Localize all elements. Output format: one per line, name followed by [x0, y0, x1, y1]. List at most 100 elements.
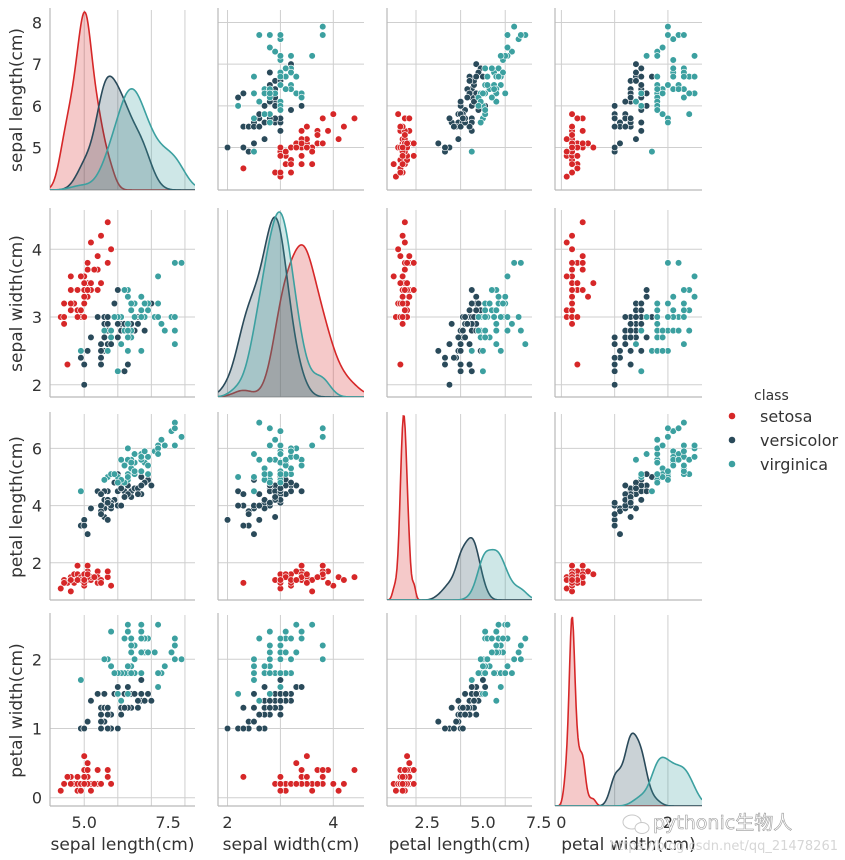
kde-fill-setosa: [218, 244, 364, 397]
point-setosa: [399, 272, 407, 281]
point-virginica: [114, 690, 122, 698]
point-setosa: [584, 293, 592, 301]
point-virginica: [517, 259, 525, 267]
point-setosa: [83, 570, 92, 578]
point-versicolor: [114, 333, 122, 341]
point-setosa: [303, 123, 311, 131]
point-virginica: [250, 487, 258, 495]
point-setosa: [276, 168, 285, 177]
point-virginica: [319, 424, 327, 432]
point-versicolor: [97, 501, 105, 510]
point-virginica: [510, 259, 518, 267]
point-setosa: [392, 173, 400, 181]
point-setosa: [63, 360, 72, 369]
point-virginica: [503, 43, 512, 52]
point-versicolor: [616, 347, 624, 355]
panel-marks: [223, 418, 359, 596]
point-virginica: [255, 456, 263, 464]
y-tick-label: 6: [32, 439, 42, 458]
point-versicolor: [621, 98, 629, 106]
point-virginica: [137, 306, 145, 314]
point-versicolor: [611, 521, 619, 530]
panel-petal-width-vs-sepal-width: 2 4 sepal width(cm): [217, 613, 364, 855]
point-versicolor: [454, 697, 462, 705]
point-setosa: [83, 259, 92, 267]
panel-marks: [387, 415, 532, 600]
point-versicolor: [463, 320, 471, 328]
kde-line-setosa: [555, 616, 702, 806]
y-axis-label: petal length(cm): [7, 436, 27, 578]
point-versicolor: [239, 89, 247, 97]
point-setosa: [568, 293, 576, 301]
point-virginica: [479, 662, 487, 670]
point-virginica: [685, 89, 693, 97]
point-setosa: [73, 576, 82, 584]
point-virginica: [643, 450, 651, 458]
point-versicolor: [114, 286, 122, 294]
point-setosa: [107, 780, 115, 788]
point-setosa: [568, 306, 576, 314]
point-virginica: [234, 473, 242, 481]
point-setosa: [573, 279, 581, 287]
point-setosa: [410, 139, 418, 147]
point-virginica: [117, 340, 125, 348]
point-versicolor: [134, 490, 142, 498]
point-versicolor: [468, 299, 476, 308]
legend: class setosa versicolor virginica: [728, 388, 838, 474]
panel-marks: [57, 621, 186, 795]
point-setosa: [60, 313, 68, 321]
point-virginica: [308, 621, 316, 629]
point-versicolor: [452, 717, 460, 726]
point-virginica: [632, 340, 640, 348]
point-virginica: [669, 293, 677, 301]
point-versicolor: [627, 347, 635, 355]
point-virginica: [669, 64, 677, 72]
point-setosa: [399, 293, 407, 301]
point-virginica: [486, 299, 494, 308]
point-virginica: [503, 621, 512, 629]
point-versicolor: [637, 306, 645, 314]
x-tick-label: 5.0: [470, 813, 495, 832]
point-setosa: [80, 576, 88, 584]
point-virginica: [287, 52, 295, 60]
kde-fill-versicolor: [555, 733, 702, 806]
point-virginica: [492, 697, 500, 705]
point-versicolor: [104, 516, 112, 524]
point-virginica: [292, 73, 300, 81]
panel-marks: [218, 211, 364, 397]
point-virginica: [266, 479, 274, 487]
point-setosa: [73, 773, 82, 781]
point-virginica: [144, 306, 152, 314]
point-setosa: [399, 780, 407, 788]
point-setosa: [303, 570, 311, 578]
point-virginica: [474, 327, 483, 335]
point-versicolor: [134, 697, 142, 705]
point-setosa: [292, 576, 300, 584]
point-virginica: [637, 327, 645, 335]
point-versicolor: [611, 340, 619, 348]
point-versicolor: [104, 711, 112, 719]
point-virginica: [130, 313, 139, 321]
point-virginica: [468, 676, 476, 684]
point-versicolor: [632, 313, 640, 321]
point-versicolor: [611, 360, 619, 369]
y-tick-label: 7: [32, 55, 42, 74]
point-versicolor: [434, 139, 442, 147]
point-setosa: [97, 232, 105, 240]
point-virginica: [276, 450, 285, 458]
point-virginica: [287, 634, 295, 643]
point-setosa: [563, 135, 571, 143]
point-virginica: [127, 669, 135, 677]
point-setosa: [292, 143, 300, 152]
point-versicolor: [147, 481, 155, 490]
point-virginica: [250, 676, 258, 684]
point-setosa: [573, 164, 581, 172]
point-virginica: [515, 648, 523, 656]
point-virginica: [266, 641, 274, 650]
point-setosa: [399, 160, 407, 168]
point-setosa: [405, 759, 413, 767]
point-virginica: [287, 68, 295, 77]
point-virginica: [137, 293, 145, 301]
point-virginica: [674, 327, 683, 335]
panel-sepal-width-vs-petal-length: [386, 208, 532, 398]
